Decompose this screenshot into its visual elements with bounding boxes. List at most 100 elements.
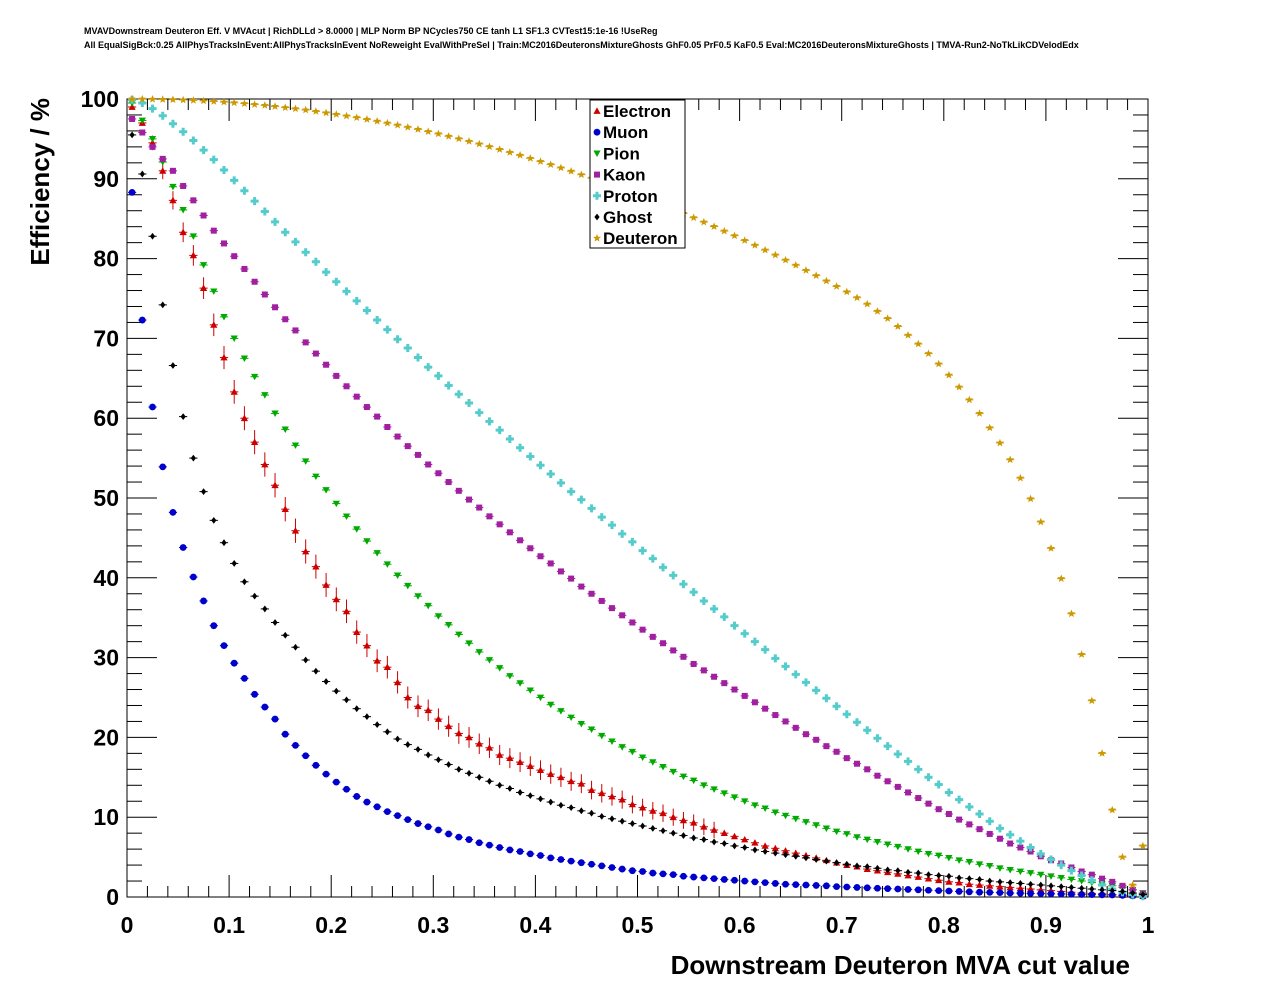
data-point: [129, 131, 135, 139]
data-point: [853, 718, 862, 727]
data-point: [435, 826, 442, 834]
data-point: [904, 886, 912, 893]
data-point: [342, 287, 351, 296]
data-point: [669, 768, 677, 776]
data-point: [598, 789, 606, 797]
data-point: [537, 795, 544, 803]
data-point: [894, 843, 902, 851]
data-point: [935, 876, 943, 884]
data-point: [741, 835, 749, 843]
data-point: [690, 819, 698, 826]
data-point: [342, 111, 351, 120]
data-point: [261, 392, 269, 399]
data-point: [925, 871, 932, 879]
data-point: [884, 841, 892, 848]
data-point: [700, 823, 708, 830]
data-point: [823, 857, 829, 865]
data-point: [455, 487, 462, 494]
data-point: [801, 678, 810, 687]
data-point: [1016, 889, 1024, 897]
data-point: [200, 488, 207, 496]
x-tick-label: 0.3: [417, 912, 449, 938]
data-point: [1016, 837, 1025, 846]
data-point: [516, 848, 524, 855]
data-point: [322, 581, 330, 588]
data-point: [415, 745, 421, 753]
data-point: [313, 667, 319, 675]
data-point: [404, 693, 412, 701]
data-point: [312, 563, 320, 570]
data-point: [640, 822, 646, 830]
data-point: [618, 744, 626, 751]
data-point: [701, 836, 707, 843]
data-point: [434, 129, 443, 138]
data-point: [496, 665, 504, 672]
x-axis-title: Downstream Deuteron MVA cut value: [671, 950, 1130, 980]
data-point: [240, 186, 249, 195]
data-point: [986, 830, 993, 837]
data-point: [700, 667, 707, 674]
data-point: [272, 304, 279, 311]
data-point: [965, 859, 973, 866]
x-tick-label: 0.2: [315, 912, 347, 938]
data-point: [241, 578, 248, 586]
data-point: [413, 125, 422, 133]
data-point: [782, 880, 789, 888]
x-tick-label: 0.6: [724, 912, 756, 938]
data-point: [1078, 878, 1086, 885]
data-point: [986, 882, 994, 889]
data-point: [343, 785, 350, 793]
data-point: [496, 521, 503, 528]
data-point: [649, 807, 657, 814]
data-point: [659, 764, 667, 771]
data-point: [373, 550, 381, 557]
data-point: [159, 155, 166, 162]
data-point: [363, 642, 371, 649]
legend-marker-proton: [593, 191, 601, 200]
data-point: [1026, 843, 1035, 852]
data-point: [403, 343, 412, 352]
data-point: [822, 276, 831, 285]
data-point: [771, 654, 780, 663]
data-point: [689, 588, 698, 597]
data-point: [190, 454, 196, 462]
data-point: [1027, 880, 1034, 888]
series-ghost: [128, 131, 1147, 899]
data-point: [639, 868, 647, 875]
data-point: [934, 359, 943, 368]
data-point: [475, 139, 484, 148]
data-point: [893, 750, 902, 759]
data-point: [476, 773, 482, 781]
y-tick-label: 0: [106, 884, 119, 910]
data-point: [568, 804, 574, 812]
data-point: [1007, 879, 1013, 887]
data-point: [322, 108, 331, 117]
data-point: [455, 631, 463, 639]
data-point: [771, 809, 779, 817]
data-point: [495, 145, 504, 153]
data-point: [526, 154, 535, 162]
data-point: [292, 741, 299, 749]
data-point: [914, 873, 922, 880]
data-point: [1057, 574, 1066, 582]
data-point: [507, 785, 513, 792]
data-point: [791, 670, 800, 679]
x-tick-label: 0: [121, 912, 134, 938]
data-point: [556, 478, 565, 487]
data-point: [240, 99, 249, 107]
data-point: [843, 755, 850, 762]
data-point: [404, 443, 411, 450]
data-point: [721, 680, 728, 687]
data-point: [302, 547, 310, 555]
data-point: [527, 792, 533, 800]
data-point: [495, 426, 504, 435]
data-point: [241, 674, 248, 682]
data-point: [598, 597, 605, 604]
data-point: [864, 766, 871, 773]
data-point: [844, 860, 850, 868]
data-point: [169, 196, 177, 204]
data-point: [751, 699, 758, 706]
data-point: [752, 846, 758, 854]
data-point: [812, 822, 820, 829]
data-point: [373, 116, 382, 125]
